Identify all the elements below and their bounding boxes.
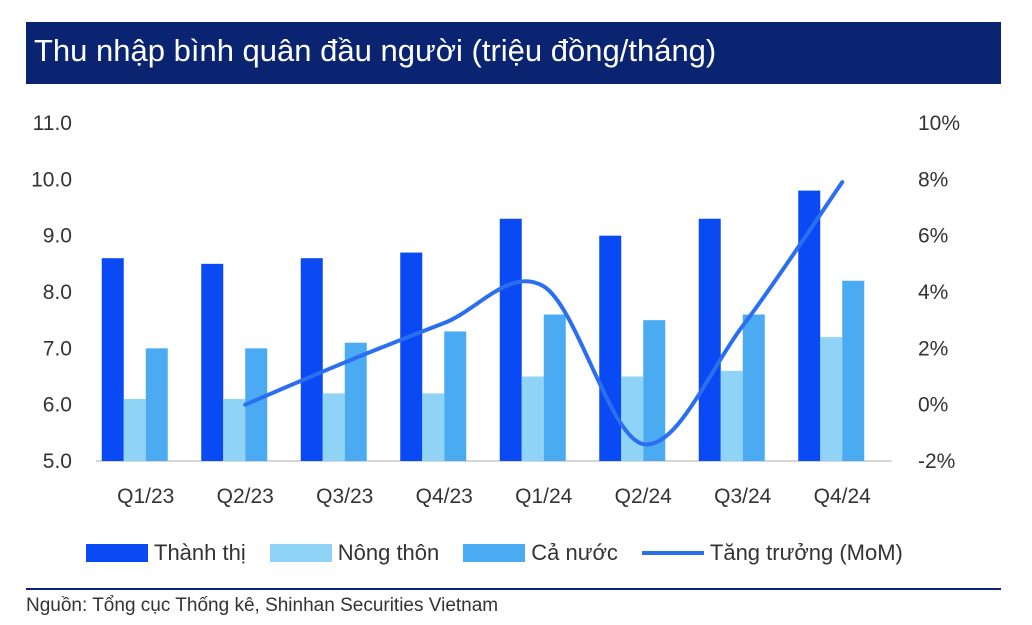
bar-ca-nuoc: [145, 348, 168, 461]
bar-thanh-thi: [400, 252, 423, 461]
x-category-label: Q2/23: [217, 485, 274, 508]
y-left-tick-label: 8.0: [43, 281, 72, 304]
legend-label-nong-thon: Nông thôn: [337, 540, 440, 565]
bar-ca-nuoc: [444, 331, 467, 461]
bar-ca-nuoc: [643, 320, 666, 461]
title-bar: Thu nhập bình quân đầu người (triệu đồng…: [26, 22, 1001, 84]
bar-thanh-thi: [101, 258, 124, 461]
x-category-label: Q4/24: [814, 485, 872, 508]
bar-nong-thon: [422, 393, 445, 461]
bar-thanh-thi: [798, 190, 821, 461]
legend-swatch-ca-nuoc: [463, 544, 526, 562]
chart-area: 11.0 10.0 9.0 8.0 7.0 6.0 5.0 10% 8% 6% 4% 2% 0% -2% Q…: [31, 112, 960, 508]
source-note: Nguồn: Tổng cục Thống kê, Shinhan Securi…: [26, 595, 499, 616]
bar-nong-thon: [521, 376, 544, 461]
bar-thanh-thi: [599, 235, 622, 461]
y-left-tick-label: 9.0: [43, 225, 72, 248]
legend-item-nong-thon: Nông thôn: [269, 540, 440, 566]
y-right-tick-label: 4%: [918, 281, 948, 304]
legend-label-ca-nuoc: Cả nước: [531, 540, 618, 565]
bar-thanh-thi: [300, 258, 323, 461]
legend-label-tang-truong: Tăng trưởng (MoM): [709, 540, 903, 565]
bar-ca-nuoc: [742, 314, 765, 461]
bar-nong-thon: [621, 376, 644, 461]
legend-swatch-thanh-thi: [86, 544, 148, 562]
y-right-tick-label: 8%: [918, 168, 948, 191]
y-left-tick-label: 11.0: [33, 112, 72, 135]
legend-swatch-nong-thon: [269, 544, 332, 562]
y-right-tick-label: 6%: [918, 225, 948, 248]
bar-ca-nuoc: [842, 280, 865, 461]
bar-nong-thon: [223, 399, 246, 461]
legend-item-ca-nuoc: Cả nước: [463, 540, 618, 566]
bar-nong-thon: [720, 370, 743, 461]
legend-item-thanh-thi: Thành thị: [86, 540, 246, 566]
bar-thanh-thi: [698, 218, 721, 461]
x-category-label: Q3/23: [316, 485, 373, 508]
bar-ca-nuoc: [543, 314, 566, 461]
source-divider: [26, 588, 1001, 590]
y-left-tick-label: 7.0: [43, 337, 72, 360]
x-category-label: Q3/24: [714, 485, 772, 508]
y-right-tick-label: 2%: [918, 337, 948, 360]
legend-item-tang-truong: Tăng trưởng (MoM): [641, 540, 903, 566]
x-category-label: Q2/24: [615, 485, 673, 508]
bar-ca-nuoc: [344, 342, 367, 461]
legend: Thành thị Nông thôn Cả nước Tăng trưởng …: [86, 538, 927, 568]
legend-label-thanh-thi: Thành thị: [154, 540, 246, 565]
chart-title: Thu nhập bình quân đầu người (triệu đồng…: [34, 33, 717, 68]
bar-thanh-thi: [201, 263, 224, 461]
x-category-label: Q1/23: [117, 485, 174, 508]
legend-swatch-tang-truong: [641, 551, 704, 555]
bar-nong-thon: [820, 337, 843, 461]
bar-ca-nuoc: [245, 348, 268, 461]
x-category-label: Q4/23: [416, 485, 473, 508]
growth-line: [243, 180, 845, 447]
bar-nong-thon: [322, 393, 345, 461]
y-right-tick-label: -2%: [918, 450, 955, 473]
y-left-tick-label: 10.0: [31, 168, 72, 191]
y-left-tick-label: 5.0: [43, 450, 72, 473]
y-right-tick-label: 10%: [918, 112, 960, 135]
bar-thanh-thi: [499, 218, 522, 461]
y-right-tick-label: 0%: [918, 394, 948, 417]
bar-nong-thon: [123, 399, 146, 461]
y-left-tick-label: 6.0: [43, 394, 72, 417]
x-category-label: Q1/24: [515, 485, 573, 508]
